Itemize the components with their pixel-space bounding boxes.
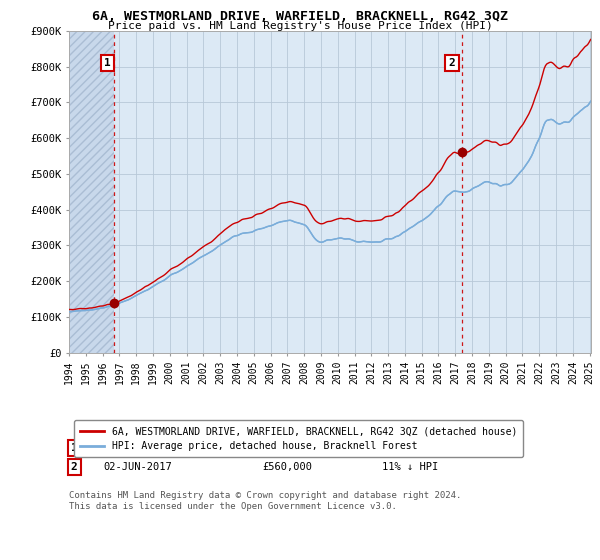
Legend: 6A, WESTMORLAND DRIVE, WARFIELD, BRACKNELL, RG42 3QZ (detached house), HPI: Aver: 6A, WESTMORLAND DRIVE, WARFIELD, BRACKNE…: [74, 421, 523, 457]
Text: 02-JUN-2017: 02-JUN-2017: [103, 462, 172, 472]
Text: Price paid vs. HM Land Registry's House Price Index (HPI): Price paid vs. HM Land Registry's House …: [107, 21, 493, 31]
Bar: [69, 31, 114, 353]
Text: £560,000: £560,000: [262, 462, 312, 472]
Text: £140,000: £140,000: [262, 443, 312, 453]
Text: 2: 2: [71, 462, 77, 472]
Text: 2: 2: [449, 58, 455, 68]
Text: 1: 1: [104, 58, 111, 68]
Text: 11% ↓ HPI: 11% ↓ HPI: [382, 462, 439, 472]
Text: 2% ↑ HPI: 2% ↑ HPI: [382, 443, 432, 453]
Text: Contains HM Land Registry data © Crown copyright and database right 2024.
This d: Contains HM Land Registry data © Crown c…: [69, 491, 461, 511]
Text: 6A, WESTMORLAND DRIVE, WARFIELD, BRACKNELL, RG42 3QZ: 6A, WESTMORLAND DRIVE, WARFIELD, BRACKNE…: [92, 10, 508, 23]
Text: 30-AUG-1996: 30-AUG-1996: [103, 443, 172, 453]
Text: 1: 1: [71, 443, 77, 453]
